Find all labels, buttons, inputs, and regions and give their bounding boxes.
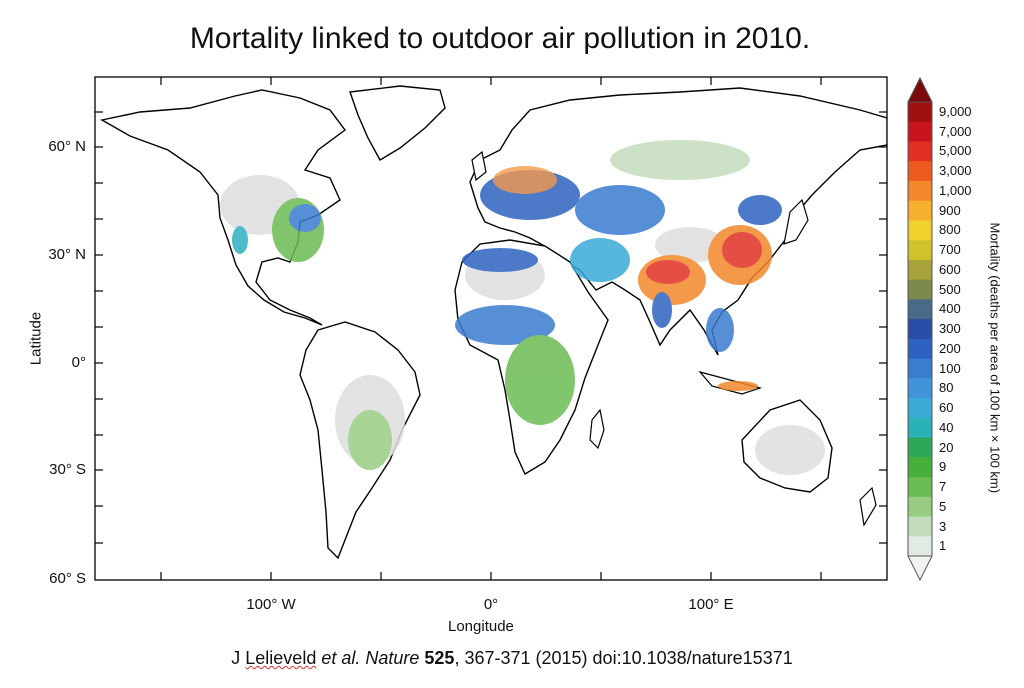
colorbar-level-label: 40 <box>939 419 954 435</box>
x-ticks <box>160 77 822 580</box>
citation-volume: 525 <box>419 648 455 668</box>
colorbar-level-label: 100 <box>939 360 961 376</box>
colorbar-swatch <box>908 161 932 182</box>
colorbar-level-label: 60 <box>939 400 954 416</box>
colorbar-level-label: 3 <box>939 518 947 534</box>
y-axis-title: Latitude <box>27 311 45 366</box>
colorbar-swatch <box>908 398 932 419</box>
y-ticks <box>95 111 887 544</box>
colorbar-level-label: 300 <box>939 321 961 337</box>
colorbar-level-label: 7 <box>939 479 947 495</box>
citation-etal: et al. <box>316 648 361 668</box>
colorbar-level-label: 600 <box>939 261 961 277</box>
colorbar-level-label: 3,000 <box>939 163 972 179</box>
island-new-zealand <box>859 486 877 527</box>
citation-journal: Nature <box>360 648 420 668</box>
y-tick-label: 60° S <box>49 570 86 587</box>
citation: J Lelieveld et al. Nature 525, 367-371 (… <box>0 648 1024 669</box>
colorbar-level-label: 200 <box>939 340 961 356</box>
colorbar-swatch <box>908 516 932 537</box>
colorbar-swatch <box>908 437 932 458</box>
colorbar-swatch <box>908 299 932 320</box>
colorbar-level-label: 900 <box>939 202 961 218</box>
colorbar-level-label: 7,000 <box>939 123 972 139</box>
island-japan <box>783 198 809 245</box>
colorbar-level-label: 800 <box>939 222 961 238</box>
colorbar-level-label: 9,000 <box>939 104 972 119</box>
colorbar-level-label: 500 <box>939 281 961 297</box>
colorbar-swatch <box>908 240 932 261</box>
colorbar-level-label: 80 <box>939 380 954 396</box>
colorbar-level-label: 9 <box>939 459 947 475</box>
y-tick-label: 30° N <box>48 246 86 263</box>
colorbar-swatch <box>908 417 932 439</box>
colorbar-level-label: 1,000 <box>939 182 972 198</box>
colorbar-max-arrow <box>907 76 933 103</box>
colorbar-swatch <box>908 358 932 379</box>
citation-rest: , 367-371 (2015) doi:10.1038/nature15371 <box>454 648 793 668</box>
colorbar-level-label: 20 <box>939 439 954 455</box>
colorbar-swatch <box>908 279 932 300</box>
y-tick-label: 30° S <box>49 461 86 478</box>
x-tick-label: 100° E <box>688 596 734 613</box>
colorbar-swatch <box>908 536 932 557</box>
colorbar-level-label: 1 <box>939 538 947 554</box>
island-madagascar <box>589 408 605 450</box>
y-tick-label: 60° N <box>48 138 86 155</box>
colorbar-swatch <box>908 477 932 498</box>
colorbar-level-label: 5 <box>939 498 947 514</box>
x-tick-label: 0° <box>483 596 499 613</box>
colorbar-swatch <box>908 378 932 399</box>
x-tick-label: 100° W <box>246 596 296 613</box>
colorbar-level-label: 5,000 <box>939 143 972 159</box>
colorbar-title: Mortality (deaths per area of 100 km × 1… <box>987 222 1003 494</box>
continent-greenland <box>349 85 446 161</box>
colorbar-swatch <box>908 496 932 518</box>
colorbar-swatch <box>908 180 932 202</box>
colorbar <box>907 76 933 582</box>
citation-author: Lelieveld <box>245 648 317 668</box>
colorbar-swatch <box>908 121 932 142</box>
colorbar-swatch <box>908 141 932 162</box>
colorbar-swatch <box>908 259 932 281</box>
pollution-overlay <box>220 140 825 475</box>
island-britain <box>471 150 487 182</box>
colorbar-swatch <box>908 338 932 360</box>
page-title: Mortality linked to outdoor air pollutio… <box>189 22 811 55</box>
citation-prefix: J <box>231 648 246 668</box>
colorbar-min-arrow <box>907 555 933 582</box>
colorbar-swatch <box>908 319 932 340</box>
y-tick-label: 0° <box>71 354 86 371</box>
colorbar-swatch <box>908 102 932 123</box>
colorbar-swatch <box>908 200 932 221</box>
colorbar-level-label: 400 <box>939 301 961 317</box>
colorbar-swatch <box>908 457 932 478</box>
colorbar-level-label: 700 <box>939 242 961 258</box>
x-axis-title: Longitude <box>448 618 514 635</box>
colorbar-swatch <box>908 220 932 241</box>
